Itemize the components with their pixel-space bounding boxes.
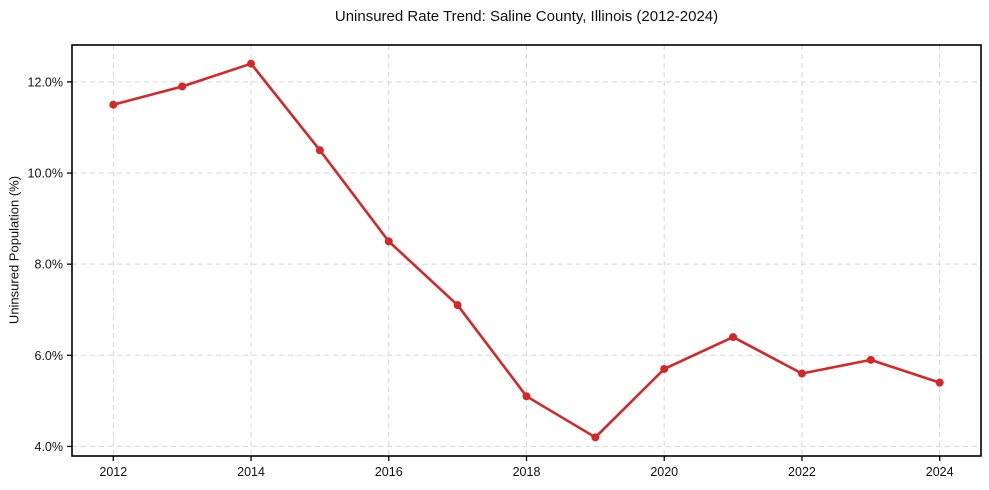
y-axis-tick-label: 10.0%	[28, 167, 63, 181]
y-axis-tick-label: 6.0%	[35, 349, 64, 363]
y-axis-tick-label: 8.0%	[35, 258, 64, 272]
data-point-marker	[660, 364, 669, 373]
data-point-marker	[797, 369, 806, 378]
chart-title: Uninsured Rate Trend: Saline County, Ill…	[334, 8, 719, 25]
data-point-marker	[178, 82, 187, 91]
x-axis-tick-label: 2018	[513, 465, 541, 479]
x-axis-tick-label: 2024	[926, 465, 954, 479]
y-axis-tick-label: 4.0%	[35, 440, 64, 454]
data-point-marker	[315, 146, 324, 155]
x-axis-tick-label: 2020	[650, 465, 678, 479]
data-point-marker	[591, 433, 600, 442]
x-axis-tick-label: 2016	[375, 465, 403, 479]
data-point-marker	[247, 59, 256, 68]
data-point-marker	[866, 355, 875, 364]
x-axis-tick-label: 2012	[99, 465, 127, 479]
data-point-marker	[384, 237, 393, 246]
data-point-marker	[729, 333, 738, 342]
x-axis-tick-label: 2014	[237, 465, 265, 479]
data-point-marker	[453, 301, 462, 310]
data-point-marker	[522, 392, 531, 401]
x-axis-tick-label: 2022	[788, 465, 816, 479]
y-axis-tick-label: 12.0%	[28, 75, 63, 89]
data-point-marker	[109, 100, 118, 109]
data-point-marker	[935, 378, 944, 387]
